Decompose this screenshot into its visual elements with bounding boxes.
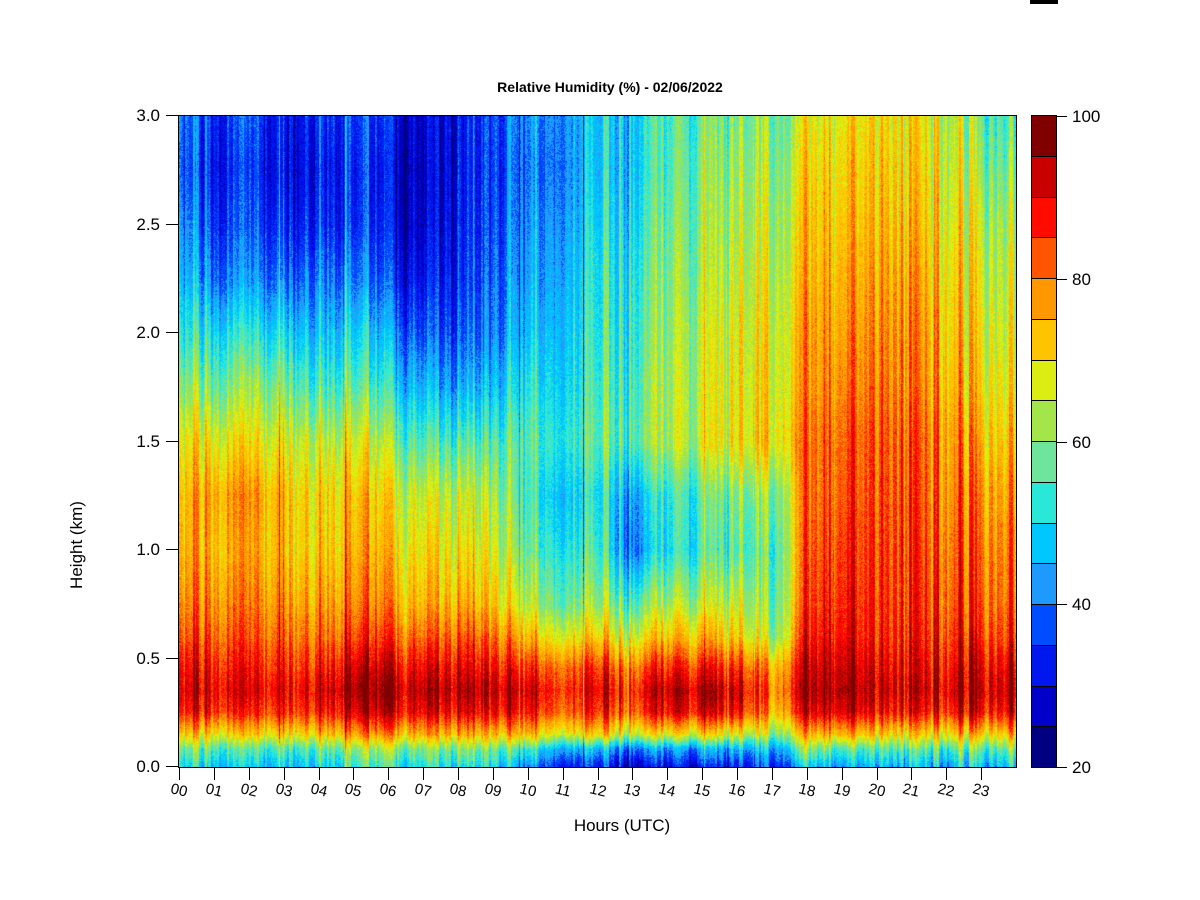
x-tick-label-12: 12 [587,780,608,801]
x-tick-22 [946,767,948,780]
y-tick-1.5 [166,440,178,442]
colorbar-tick-20 [1056,767,1067,768]
x-tick-16 [737,767,738,780]
x-tick-label-17: 17 [761,780,782,801]
y-tick-3.0 [166,115,178,116]
colorbar-segment-60-65 [1032,401,1056,442]
x-tick-09 [492,767,494,780]
x-tick-label-21: 21 [901,780,922,801]
colorbar-segment-35-40 [1032,605,1056,646]
y-tick-label-1.0: 1.0 [136,540,160,559]
x-tick-18 [806,767,808,780]
x-tick-label-13: 13 [622,780,643,801]
colorbar-segment-20-25 [1032,727,1056,767]
x-tick-label-01: 01 [203,780,224,801]
x-tick-21 [911,767,913,780]
colorbar-segment-50-55 [1032,482,1056,524]
colorbar [1031,115,1057,768]
x-tick-label-00: 00 [168,780,190,801]
x-tick-17 [771,767,773,780]
y-tick-1.0 [166,549,178,550]
x-tick-label-16: 16 [726,780,748,801]
x-tick-12 [597,767,599,780]
x-tick-20 [876,767,878,780]
colorbar-segment-25-30 [1032,686,1056,728]
y-tick-label-3.0: 3.0 [136,106,160,125]
x-tick-label-05: 05 [343,780,364,801]
colorbar-segment-75-80 [1032,279,1056,320]
y-axis-label: Height (km) [67,501,86,589]
colorbar-tick-60 [1056,441,1067,443]
x-tick-23 [981,767,983,780]
x-tick-label-19: 19 [831,780,852,801]
x-tick-label-22: 22 [936,780,957,801]
colorbar-tick-label-80: 80 [1072,269,1091,289]
x-tick-19 [841,767,843,780]
x-tick-label-20: 20 [866,780,887,801]
colorbar-tick-label-60: 60 [1072,432,1091,452]
colorbar-segment-70-75 [1032,319,1056,361]
colorbar-segment-85-90 [1032,197,1056,239]
colorbar-segment-80-85 [1032,238,1056,279]
x-tick-label-18: 18 [796,780,817,801]
x-tick-00 [179,767,180,780]
colorbar-segment-95-100 [1032,116,1056,157]
x-tick-13 [632,767,634,780]
x-tick-10 [527,767,529,780]
x-tick-07 [423,767,425,780]
y-tick-label-2.0: 2.0 [136,323,160,342]
y-tick-label-2.5: 2.5 [136,214,160,234]
x-tick-label-03: 03 [273,780,294,801]
colorbar-tick-100 [1056,116,1067,117]
x-tick-label-14: 14 [657,780,678,801]
x-tick-01 [213,767,215,780]
y-tick-label-1.5: 1.5 [136,431,160,451]
x-tick-label-15: 15 [692,780,713,801]
x-tick-label-23: 23 [971,780,992,801]
heatmap-canvas [179,116,1016,767]
y-tick-2.0 [166,332,178,333]
x-tick-label-08: 08 [447,780,469,801]
x-tick-label-11: 11 [553,780,573,801]
x-tick-14 [667,767,669,780]
x-tick-15 [702,767,704,780]
plot-area [178,115,1017,768]
colorbar-tick-label-40: 40 [1072,595,1091,615]
y-tick-2.5 [166,223,178,225]
y-tick-0.0 [166,766,178,767]
x-tick-label-09: 09 [482,780,503,801]
colorbar-segment-40-45 [1032,564,1056,605]
colorbar-segment-65-70 [1032,360,1056,402]
colorbar-segment-90-95 [1032,156,1056,198]
colorbar-segment-55-60 [1032,442,1056,483]
x-tick-08 [458,767,459,780]
colorbar-segment-45-50 [1032,523,1056,565]
y-tick-label-0.0: 0.0 [136,757,160,776]
x-tick-02 [248,767,250,780]
x-tick-label-04: 04 [308,780,329,801]
clipped-edge-artifact [1030,0,1058,4]
colorbar-tick-label-100: 100 [1072,107,1101,126]
x-tick-label-10: 10 [517,780,538,801]
x-tick-03 [283,767,285,780]
x-tick-label-06: 06 [378,780,399,801]
x-axis-label: Hours (UTC) [573,816,671,835]
colorbar-tick-80 [1056,278,1067,280]
colorbar-segment-30-35 [1032,645,1056,687]
x-tick-label-07: 07 [413,780,434,801]
y-tick-0.5 [166,657,178,659]
x-tick-05 [353,767,355,780]
colorbar-tick-label-20: 20 [1072,758,1091,777]
chart-title: Relative Humidity (%) - 02/06/2022 [497,79,723,95]
x-tick-11 [562,767,564,780]
colorbar-tick-40 [1056,604,1067,606]
x-tick-label-02: 02 [238,780,259,801]
y-tick-label-0.5: 0.5 [136,648,160,668]
x-tick-06 [388,767,390,780]
x-tick-04 [318,767,320,780]
